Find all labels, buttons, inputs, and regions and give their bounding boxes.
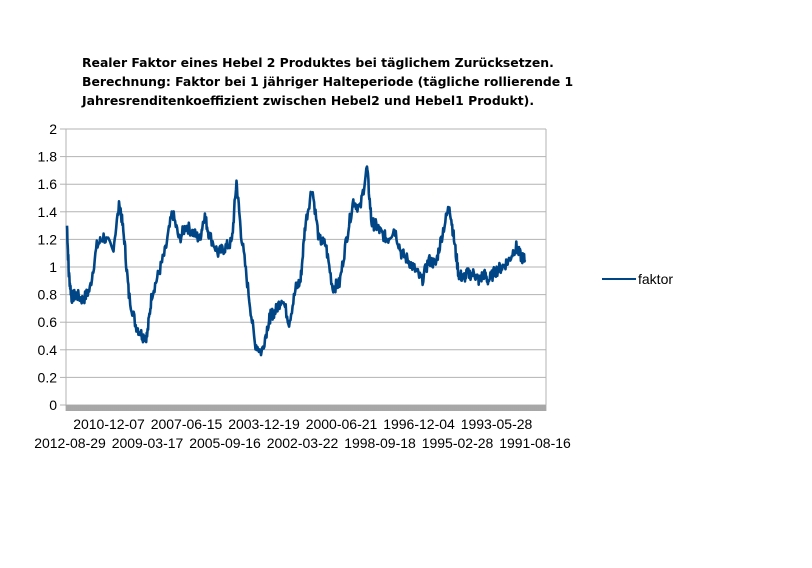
chart-title-line: Jahresrenditenkoeffizient zwischen Hebel…	[82, 93, 535, 108]
grid	[65, 128, 547, 406]
legend-label-faktor: faktor	[638, 271, 674, 287]
x-tick-label: 1996-12-04	[383, 416, 455, 432]
y-tick-label: 1.8	[38, 149, 58, 165]
x-tick-label: 2010-12-07	[73, 416, 145, 432]
legend-swatch-faktor	[602, 278, 636, 280]
y-axis: 0 0.2 0.4 0.6 0.8 1 1.2 1.4 1.6 1.8 2	[38, 121, 66, 413]
series-faktor	[65, 165, 527, 357]
y-tick-label: 1.2	[38, 231, 58, 247]
chart-title-line: Realer Faktor eines Hebel 2 Produktes be…	[82, 55, 554, 70]
y-tick-label: 1.4	[38, 204, 58, 220]
x-tick-label: 2012-08-29	[34, 435, 106, 451]
y-tick-label: 0	[49, 397, 57, 413]
x-axis: 2010-12-07 2007-06-15 2003-12-19 2000-06-21…	[34, 405, 571, 451]
x-tick-label: 2003-12-19	[228, 416, 300, 432]
x-tick-label: 2002-03-22	[267, 435, 339, 451]
y-tick-label: 1.6	[38, 176, 58, 192]
x-tick-label: 2009-03-17	[112, 435, 184, 451]
y-tick-label: 2	[49, 121, 57, 137]
x-tick-label: 1998-09-18	[344, 435, 416, 451]
y-tick-label: 0.8	[38, 287, 58, 303]
x-tick-label: 1995-02-28	[422, 435, 494, 451]
series-line-faktor	[65, 165, 527, 357]
y-tick-label: 0.2	[38, 369, 58, 385]
chart-title-line: Berechnung: Faktor bei 1 jähriger Haltep…	[82, 74, 574, 89]
x-tick-label: 2000-06-21	[306, 416, 378, 432]
x-tick-label: 2007-06-15	[151, 416, 223, 432]
x-tick-label: 1991-08-16	[499, 435, 571, 451]
legend: faktor	[602, 271, 673, 287]
y-tick-label: 0.6	[38, 314, 58, 330]
y-tick-label: 1	[49, 259, 57, 275]
chart-title: Realer Faktor eines Hebel 2 Produktes be…	[82, 53, 602, 110]
y-tick-label: 0.4	[38, 342, 58, 358]
x-tick-label: 2005-09-16	[189, 435, 261, 451]
x-tick-label: 1993-05-28	[461, 416, 533, 432]
